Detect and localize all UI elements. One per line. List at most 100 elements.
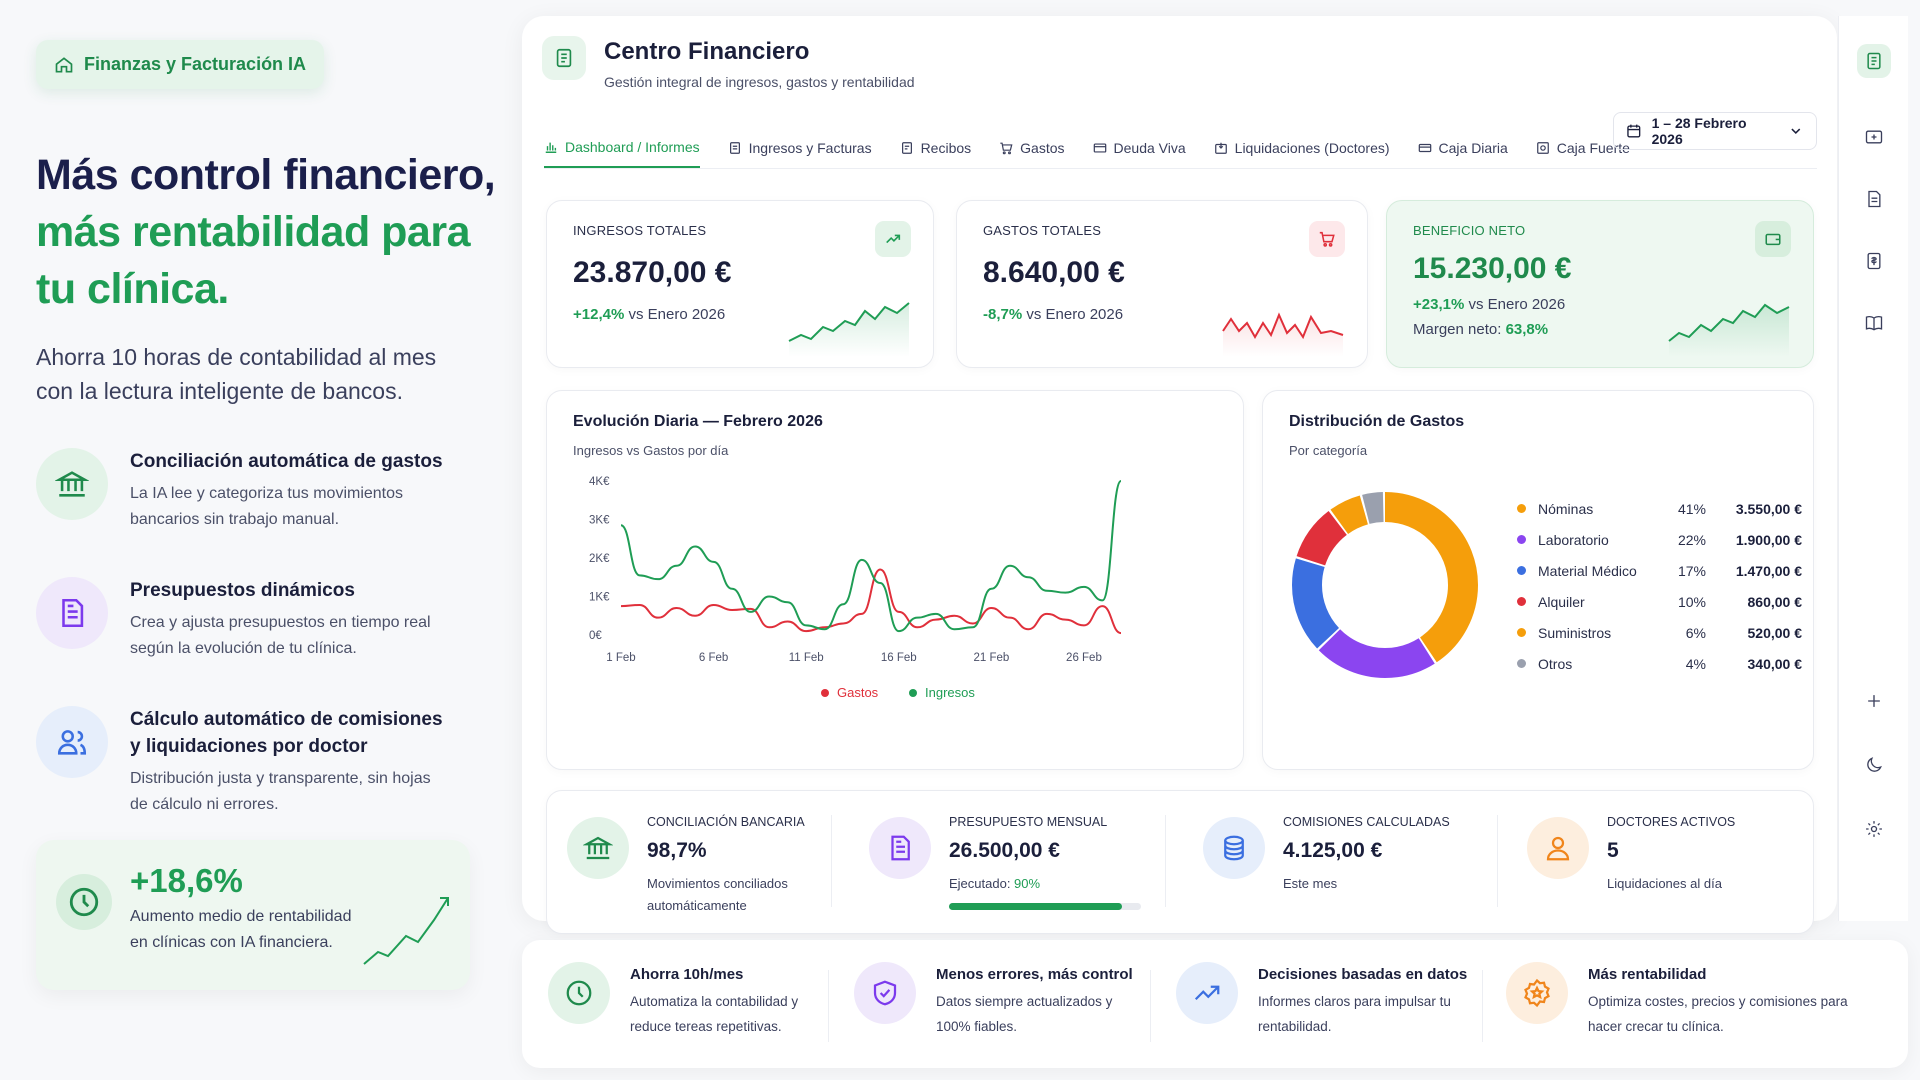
metric-value: 5: [1607, 839, 1619, 862]
legend-dot: [1517, 535, 1526, 544]
kpi-value: 8.640,00 €: [983, 256, 1125, 289]
cash-icon: [1418, 143, 1431, 153]
metrics-row: CONCILIACIÓN BANCARIA 98,7% Movimientos …: [546, 790, 1814, 934]
stat-card: +18,6% Aumento medio de rentabilidad en …: [36, 840, 470, 990]
legend-label: Nóminas: [1538, 500, 1594, 517]
trend-up-icon: [875, 221, 911, 257]
add-rail-button[interactable]: [1857, 120, 1891, 154]
kpi-delta-suffix: vs Enero 2026: [1022, 306, 1124, 323]
ledger-rail-button[interactable]: [1857, 44, 1891, 78]
expense-distribution-chart: Distribución de Gastos Por categoría Nóm…: [1262, 390, 1814, 770]
tab-caja-fuerte[interactable]: Caja Fuerte: [1536, 128, 1630, 168]
payout-icon: [1214, 142, 1227, 154]
hero-subtitle: Ahorra 10 horas de contabilidad al mes c…: [36, 344, 437, 404]
tab-label: Caja Diaria: [1438, 140, 1508, 156]
feature-desc: La IA lee y categoriza tus movimientos b…: [130, 485, 404, 528]
kpi-value: 23.870,00 €: [573, 256, 732, 289]
profit-sparkline: [1668, 303, 1790, 357]
hero-line-2: más rentabilidad para tu clínica.: [36, 208, 471, 313]
trend-up-icon: [363, 897, 449, 965]
tab-dashboard[interactable]: Dashboard / Informes: [544, 128, 700, 168]
metric-label: CONCILIACIÓN BANCARIA: [647, 815, 805, 829]
tab-label: Ingresos y Facturas: [748, 140, 872, 156]
kpi-label: BENEFICIO NETO: [1413, 223, 1526, 238]
bar-chart-icon: [545, 142, 557, 153]
x-tick-label: 6 Feb: [699, 652, 728, 664]
income-sparkline: [788, 302, 910, 357]
divider: [828, 970, 829, 1042]
legend-value: 340,00 €: [1747, 655, 1803, 672]
document-rail-button[interactable]: [1857, 182, 1891, 216]
page-title: Centro Financiero: [604, 38, 810, 65]
donut-slice: [1292, 492, 1478, 678]
tab-deuda-viva[interactable]: Deuda Viva: [1093, 128, 1186, 168]
chart-title: Distribución de Gastos: [1289, 413, 1465, 430]
divider: [1497, 815, 1498, 907]
kpi-delta: +12,4% vs Enero 2026: [573, 306, 907, 323]
marketing-panel: Finanzas y Facturación IA Más control fi…: [0, 0, 510, 1080]
y-tick-label: 4K€: [589, 476, 610, 488]
donut-chart-svg: [1292, 492, 1478, 678]
feature-item: Presupuestos dinámicos Crea y ajusta pre…: [36, 577, 510, 662]
billing-rail-button[interactable]: [1857, 244, 1891, 278]
tab-label: Gastos: [1020, 140, 1065, 156]
feature-item: Conciliación automática de gastos La IA …: [36, 448, 510, 533]
donut-slice: [1292, 492, 1478, 678]
date-range-picker[interactable]: 1 – 28 Febrero 2026: [1613, 112, 1817, 150]
legend-pct: 4%: [1685, 655, 1706, 672]
stat-desc: Aumento medio de rentabilidad en clínica…: [130, 908, 352, 951]
kpi-card-beneficio: BENEFICIO NETO 15.230,00 € +23,1% vs Ene…: [1386, 200, 1814, 368]
benefit-item: Más rentabilidad Optimiza costes, precio…: [1506, 962, 1848, 1039]
metric-note: Ejecutado: 90%: [949, 873, 1141, 895]
benefit-item: Menos errores, más control Datos siempre…: [854, 962, 1133, 1039]
plus-rail-button[interactable]: [1857, 684, 1891, 718]
wallet-icon: [1755, 221, 1791, 257]
settings-rail-button[interactable]: [1857, 812, 1891, 846]
divider: [1165, 815, 1166, 907]
y-tick-label: 0€: [589, 630, 602, 642]
tab-caja-diaria[interactable]: Caja Diaria: [1418, 128, 1508, 168]
metric-value: 4.125,00 €: [1283, 839, 1383, 862]
kpi-label: INGRESOS TOTALES: [573, 223, 707, 238]
hero-heading: Más control financiero, más rentabilidad…: [36, 147, 510, 318]
kpi-delta-value: +23,1%: [1413, 296, 1465, 313]
benefit-title: Más rentabilidad: [1588, 966, 1707, 983]
book-rail-button[interactable]: [1857, 306, 1891, 340]
legend-label: Alquiler: [1538, 593, 1585, 610]
moon-icon: [1867, 757, 1882, 772]
metric-note: Liquidaciones al día: [1607, 876, 1722, 891]
safe-icon: [1536, 142, 1549, 154]
tab-gastos[interactable]: Gastos: [999, 128, 1065, 168]
tab-ingresos[interactable]: Ingresos y Facturas: [728, 128, 872, 168]
x-tick-label: 21 Feb: [973, 652, 1009, 664]
daily-evolution-chart: Evolución Diaria — Febrero 2026 Ingresos…: [546, 390, 1244, 770]
tab-liquidaciones[interactable]: Liquidaciones (Doctores): [1214, 128, 1390, 168]
divider: [1482, 970, 1483, 1042]
theme-rail-button[interactable]: [1857, 748, 1891, 782]
series-line-ingresos: [620, 480, 1122, 633]
benefit-desc: Informes claros para impulsar tu rentabi…: [1258, 994, 1451, 1034]
metric-doctores: DOCTORES ACTIVOS 5 Liquidaciones al día: [1527, 791, 1735, 931]
kpi-delta: -8,7% vs Enero 2026: [983, 306, 1341, 323]
kpi-delta: +23,1% vs Enero 2026: [1413, 296, 1787, 313]
donut-slice: [1292, 492, 1478, 678]
metric-note: Este mes: [1283, 876, 1338, 891]
kpi-delta-value: +12,4%: [573, 306, 625, 323]
margin-value: 63,8%: [1505, 321, 1549, 338]
budget-progress-fill: [949, 903, 1122, 910]
feature-title: Presupuestos dinámicos: [130, 580, 355, 601]
page-header: Centro Financiero Gestión integral de in…: [542, 36, 915, 90]
legend-pct: 22%: [1677, 531, 1706, 548]
kpi-delta-suffix: vs Enero 2026: [1464, 296, 1566, 313]
legend-pct: 6%: [1685, 624, 1706, 641]
legend-row: Otros 4% 340,00 €: [1517, 648, 1802, 679]
legend-value: 1.900,00 €: [1735, 531, 1802, 548]
benefit-item: Ahorra 10h/mes Automatiza la contabilida…: [548, 962, 810, 1039]
plus-icon: [1868, 695, 1880, 707]
right-rail: [1838, 16, 1908, 921]
tab-recibos[interactable]: Recibos: [900, 128, 971, 168]
bank-icon: [36, 448, 108, 520]
metric-label: COMISIONES CALCULADAS: [1283, 815, 1450, 829]
series-line-gastos: [620, 568, 1122, 635]
card-icon: [1093, 143, 1106, 153]
